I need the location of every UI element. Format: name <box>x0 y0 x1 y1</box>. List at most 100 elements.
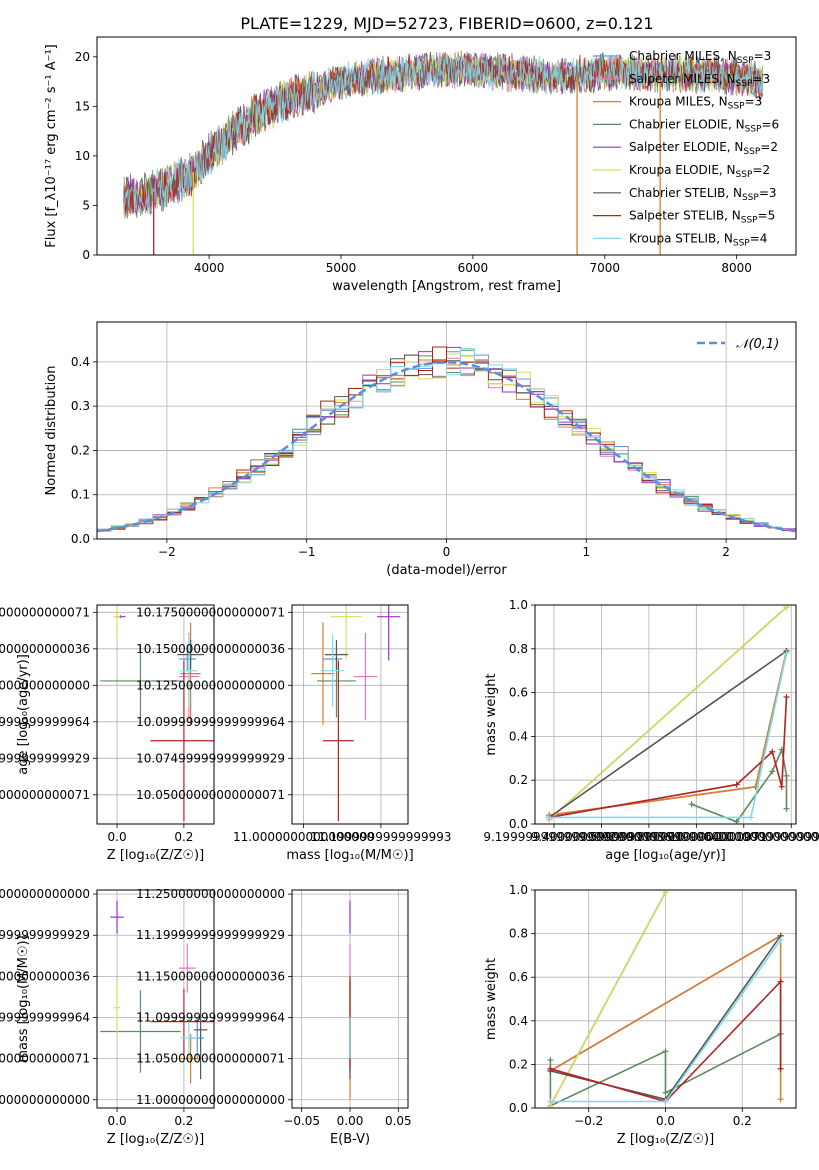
mass-vs-ebv-ytick-label: 11.00000000000000000 <box>136 1093 285 1107</box>
legend-sub: SSP <box>737 56 754 66</box>
mass-vs-ebv-ytick-label: 11.19999999999999929 <box>136 928 285 942</box>
spectrum-frame <box>96 36 797 256</box>
age-vs-mass-xtick-label: 11.0000000000000000 <box>233 830 374 844</box>
figure-title: PLATE=1229, MJD=52723, FIBERID=0600, z=0… <box>240 14 653 33</box>
residual-legend: 𝒩(0,1) <box>697 337 779 352</box>
legend-entry: Salpeter ELODIE, NSSP=2 <box>629 140 778 157</box>
mass-vs-Z-ylabel: mass [log₁₀(M/M☉)] <box>16 935 31 1062</box>
weight-line <box>548 650 787 819</box>
legend-sub: SSP <box>745 124 762 134</box>
legend-count: =2 <box>752 163 770 177</box>
weight-line <box>549 891 667 1107</box>
residuals-frame <box>96 321 797 540</box>
residuals-xtick-label: 0 <box>443 545 451 559</box>
residuals-ytick-label: 0.3 <box>71 399 90 413</box>
legend-count: =6 <box>761 117 779 131</box>
mass-vs-Z-ytick-label: 11.09999999999999964 <box>0 1011 90 1025</box>
spectrum-ytick-label: 15 <box>75 99 90 113</box>
age-vs-Z-ytick-label: 10.07499999999999929 <box>0 751 90 765</box>
weight-vs-age-xtick-label: 10.19999999999999929 <box>717 830 819 844</box>
age-vs-mass-ytick-label: 10.07499999999999929 <box>136 751 285 765</box>
spectrum-legend: Chabrier MILES, NSSP=3 Salpeter MILES, NS… <box>593 49 779 248</box>
legend-entry: Chabrier MILES, NSSP=3 <box>629 49 771 66</box>
weight-vs-Z-xlabel: Z [log₁₀(Z/Z☉)] <box>617 1132 714 1147</box>
age-vs-Z-ytick-label: 10.05000000000000071 <box>0 788 90 802</box>
legend-entry: Salpeter STELIB, NSSP=5 <box>629 209 775 226</box>
age-vs-Z-ytick-label: 10.12500000000000000 <box>0 678 90 692</box>
age-vs-mass-plot-area <box>311 605 401 822</box>
weight-vs-Z-plot-area <box>547 890 784 1108</box>
residuals-xlabel: (data-model)/error <box>386 563 507 578</box>
weight-vs-age-xtick-label: 10.00000000000000000 <box>669 830 818 844</box>
mass-vs-Z-ytick-label: 11.05000000000000071 <box>0 1052 90 1066</box>
residuals-panel: −2 −1 0 1 2 0.0 0.1 0.2 0.3 0.4 (data-model)/error… <box>44 321 797 578</box>
weight-line <box>550 979 782 1103</box>
weight-vs-age-xtick-label: 9.59999999999999964 <box>578 830 719 844</box>
spectrum-xtick-label: 6000 <box>458 261 489 275</box>
spectrum-xlabel: wavelength [Angstrom, rest frame] <box>332 279 561 294</box>
weight-vs-Z-ytick-label: 0.4 <box>509 1014 528 1028</box>
age-vs-Z-xtick-label: 0.2 <box>174 830 193 844</box>
mass-vs-Z-xtick-label: 0.0 <box>108 1114 127 1128</box>
weight-vs-age-ytick-label: 0.2 <box>509 773 528 787</box>
spectrum-ytick-label: 10 <box>75 149 90 163</box>
residuals-xtick-label: −1 <box>298 545 316 559</box>
weight-vs-Z-xtick-label: 0.0 <box>656 1114 675 1128</box>
age-vs-mass-ytick-label: 10.09999999999999964 <box>136 715 285 729</box>
weight-vs-age-frame <box>534 604 797 825</box>
legend-count: =3 <box>759 186 777 200</box>
weight-vs-age-ytick-label: 0.6 <box>509 686 528 700</box>
mass-vs-ebv-xlabel: E(B-V) <box>330 1132 370 1147</box>
mass-vs-ebv-xtick-label: −0.05 <box>283 1114 320 1128</box>
legend-count: =4 <box>750 231 768 245</box>
age-vs-mass-xtick-label: 11.1999999999999993 <box>310 830 451 844</box>
legend-entry: Kroupa STELIB, NSSP=4 <box>629 231 767 248</box>
mass-vs-ebv-xtick-label: 0.00 <box>337 1114 364 1128</box>
mass-vs-Z-xtick-label: 0.2 <box>174 1114 193 1128</box>
spectrum-xtick-label: 5000 <box>326 261 357 275</box>
weight-vs-Z-panel: −0.2 0.0 0.2 0.0 0.2 0.4 0.6 0.8 1.0 Z [log₁₀(Z/Z… <box>484 883 797 1147</box>
spectrum-xtick-label: 4000 <box>194 261 225 275</box>
mass-vs-Z-ytick-label: 11.00000000000000000 <box>0 1093 90 1107</box>
legend-count: =3 <box>745 95 763 109</box>
mass-vs-ebv-ytick-label: 11.09999999999999964 <box>136 1011 285 1025</box>
mass-vs-ebv-ytick-label: 11.05000000000000071 <box>136 1052 285 1066</box>
age-vs-Z-ytick-label: 10.17500000000000071 <box>0 605 90 619</box>
legend-sub: SSP <box>728 102 745 112</box>
weight-vs-age-xtick-label: 9.40000000000000036 <box>531 830 672 844</box>
spectrum-ytick-label: 0 <box>82 248 90 262</box>
legend-sub: SSP <box>736 170 753 180</box>
residuals-ytick-label: 0.2 <box>71 443 90 457</box>
legend-entry: 𝒩(0,1) <box>736 337 779 352</box>
weight-vs-age-xlabel: age [log₁₀(age/yr)] <box>605 848 726 863</box>
weight-vs-Z-ytick-label: 0.0 <box>509 1101 528 1115</box>
age-vs-mass-ytick-label: 10.15000000000000036 <box>136 642 285 656</box>
age-vs-mass-ytick-label: 10.17500000000000071 <box>136 605 285 619</box>
spectrum-panel: 4000 5000 6000 7000 8000 0 5 10 15 20 wavelength [… <box>44 36 797 294</box>
weight-vs-Z-ytick-label: 0.8 <box>509 927 528 941</box>
legend-entry: Kroupa ELODIE, NSSP=2 <box>629 163 770 180</box>
mass-vs-ebv-xtick-label: 0.05 <box>385 1114 412 1128</box>
spectrum-ytick-label: 5 <box>82 198 90 212</box>
normal-curve <box>97 361 796 533</box>
age-vs-Z-plot-area <box>100 605 214 822</box>
age-vs-Z-ytick-label: 10.15000000000000036 <box>0 642 90 656</box>
weight-vs-Z-xtick-label: 0.2 <box>733 1114 752 1128</box>
weight-vs-age-xtick-label: 9.19999999999999929 <box>483 830 624 844</box>
weight-vs-age-ytick-label: 0.8 <box>509 642 528 656</box>
spectrum-ylabel: Flux [f_λ10⁻¹⁷ erg cm⁻² s⁻¹ A⁻¹] <box>44 44 59 248</box>
residuals-ytick-label: 0.0 <box>71 532 90 546</box>
age-vs-Z-xlabel: Z [log₁₀(Z/Z☉)] <box>107 848 204 863</box>
spectrum-line <box>123 53 764 213</box>
mass-vs-Z-plot-area <box>100 900 214 1084</box>
weight-vs-age-ytick-label: 0.0 <box>509 817 528 831</box>
residuals-plot-area <box>97 346 796 539</box>
age-vs-mass-ytick-label: 10.05000000000000071 <box>136 788 285 802</box>
residuals-ytick-label: 0.4 <box>71 355 90 369</box>
spectrum-xtick-label: 7000 <box>589 261 620 275</box>
age-vs-Z-panel: 0.0 0.2 10.05000000000000071 10.07499999999… <box>0 604 215 863</box>
legend-entry: Chabrier ELODIE, NSSP=6 <box>629 117 779 134</box>
mass-vs-Z-ytick-label: 11.25000000000000000 <box>0 887 90 901</box>
